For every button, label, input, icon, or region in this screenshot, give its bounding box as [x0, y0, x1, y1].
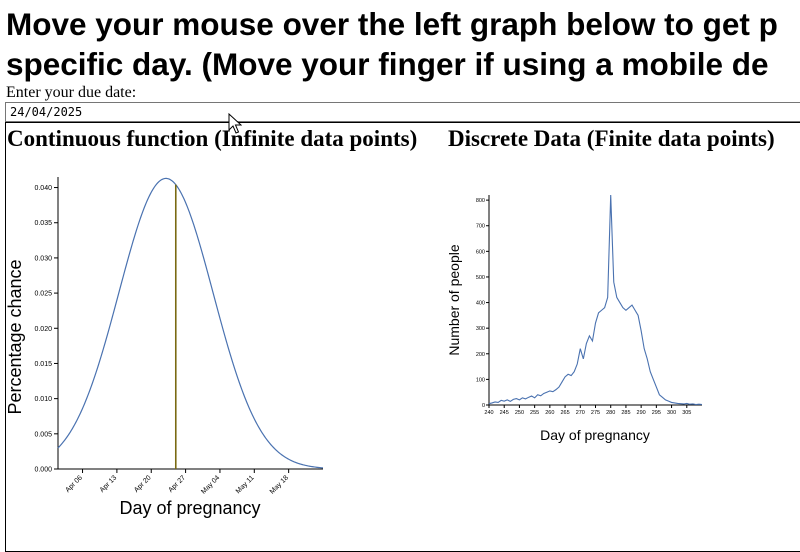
x-tick-label: 305 — [682, 410, 691, 416]
y-tick-label: 0.010 — [34, 396, 52, 403]
x-tick-label: 300 — [667, 410, 676, 416]
heading-line-1: Move your mouse over the left graph belo… — [6, 6, 778, 42]
x-tick-label: Apr 06 — [64, 474, 84, 494]
y-tick-label: 0.030 — [34, 255, 52, 262]
x-tick-label: 285 — [621, 410, 630, 416]
x-tick-label: 250 — [515, 410, 524, 416]
y-tick-label: 800 — [476, 198, 485, 204]
x-tick-label: May 18 — [269, 474, 290, 495]
instructions-heading: Move your mouse over the left graph belo… — [6, 4, 800, 84]
x-tick-label: 275 — [591, 410, 600, 416]
y-tick-label: 0.040 — [34, 185, 52, 192]
discrete-chart: 0 100 200 300 400 500 600 700 800 240 245 250 255 260… — [446, 194, 703, 443]
normal-curve-line — [57, 177, 324, 469]
x-tick-label: 270 — [576, 410, 585, 416]
heading-line-2: specific day. (Move your finger if using… — [6, 46, 769, 82]
x-tick-label: 255 — [530, 410, 539, 416]
x-tick-label: 240 — [484, 410, 493, 416]
y-tick-label: 0.015 — [34, 361, 52, 368]
x-tick-label: 265 — [560, 410, 569, 416]
x-tick-label: May 11 — [235, 474, 256, 495]
y-tick-label: 600 — [476, 249, 485, 255]
y-tick-label: 0.020 — [34, 326, 52, 333]
y-tick-label: 700 — [476, 224, 485, 230]
x-tick-label: Apr 27 — [167, 474, 187, 494]
y-tick-label: 500 — [476, 275, 485, 281]
y-tick-label: 100 — [476, 377, 485, 383]
x-tick-label: 260 — [545, 410, 554, 416]
y-axis-label: Number of people — [446, 244, 462, 356]
y-tick-label: 200 — [476, 352, 485, 358]
y-tick-label: 400 — [476, 301, 485, 307]
x-tick-label: 245 — [500, 410, 509, 416]
x-tick-label: 295 — [652, 410, 661, 416]
x-axis-label: Day of pregnancy — [540, 427, 650, 443]
discrete-chart-title: Discrete Data (Finite data points) — [448, 126, 775, 151]
x-axis-label: Day of pregnancy — [119, 498, 260, 518]
mouse-pointer-icon — [228, 113, 242, 134]
continuous-chart[interactable]: 0.000 0.005 0.010 0.015 0.020 0.025 0.030 0.035… — [5, 177, 324, 518]
x-tick-label: Apr 13 — [99, 474, 119, 494]
y-tick-label: 0.025 — [34, 291, 52, 298]
y-tick-label: 0.000 — [34, 467, 52, 474]
x-tick-label: Apr 20 — [133, 474, 153, 494]
births-series-line — [488, 194, 703, 406]
x-tick-label: 290 — [637, 410, 646, 416]
x-tick-label: 280 — [606, 410, 615, 416]
y-tick-label: 0 — [482, 403, 485, 409]
due-date-label: Enter your due date: — [6, 84, 137, 101]
y-axis-label: Percentage chance — [5, 259, 25, 414]
y-tick-label: 0.035 — [34, 220, 52, 227]
x-tick-label: May 04 — [200, 474, 221, 495]
due-date-input[interactable] — [5, 102, 800, 122]
y-tick-label: 300 — [476, 326, 485, 332]
continuous-chart-title: Continuous function (Infinite data point… — [7, 126, 418, 151]
y-tick-label: 0.005 — [34, 431, 52, 438]
